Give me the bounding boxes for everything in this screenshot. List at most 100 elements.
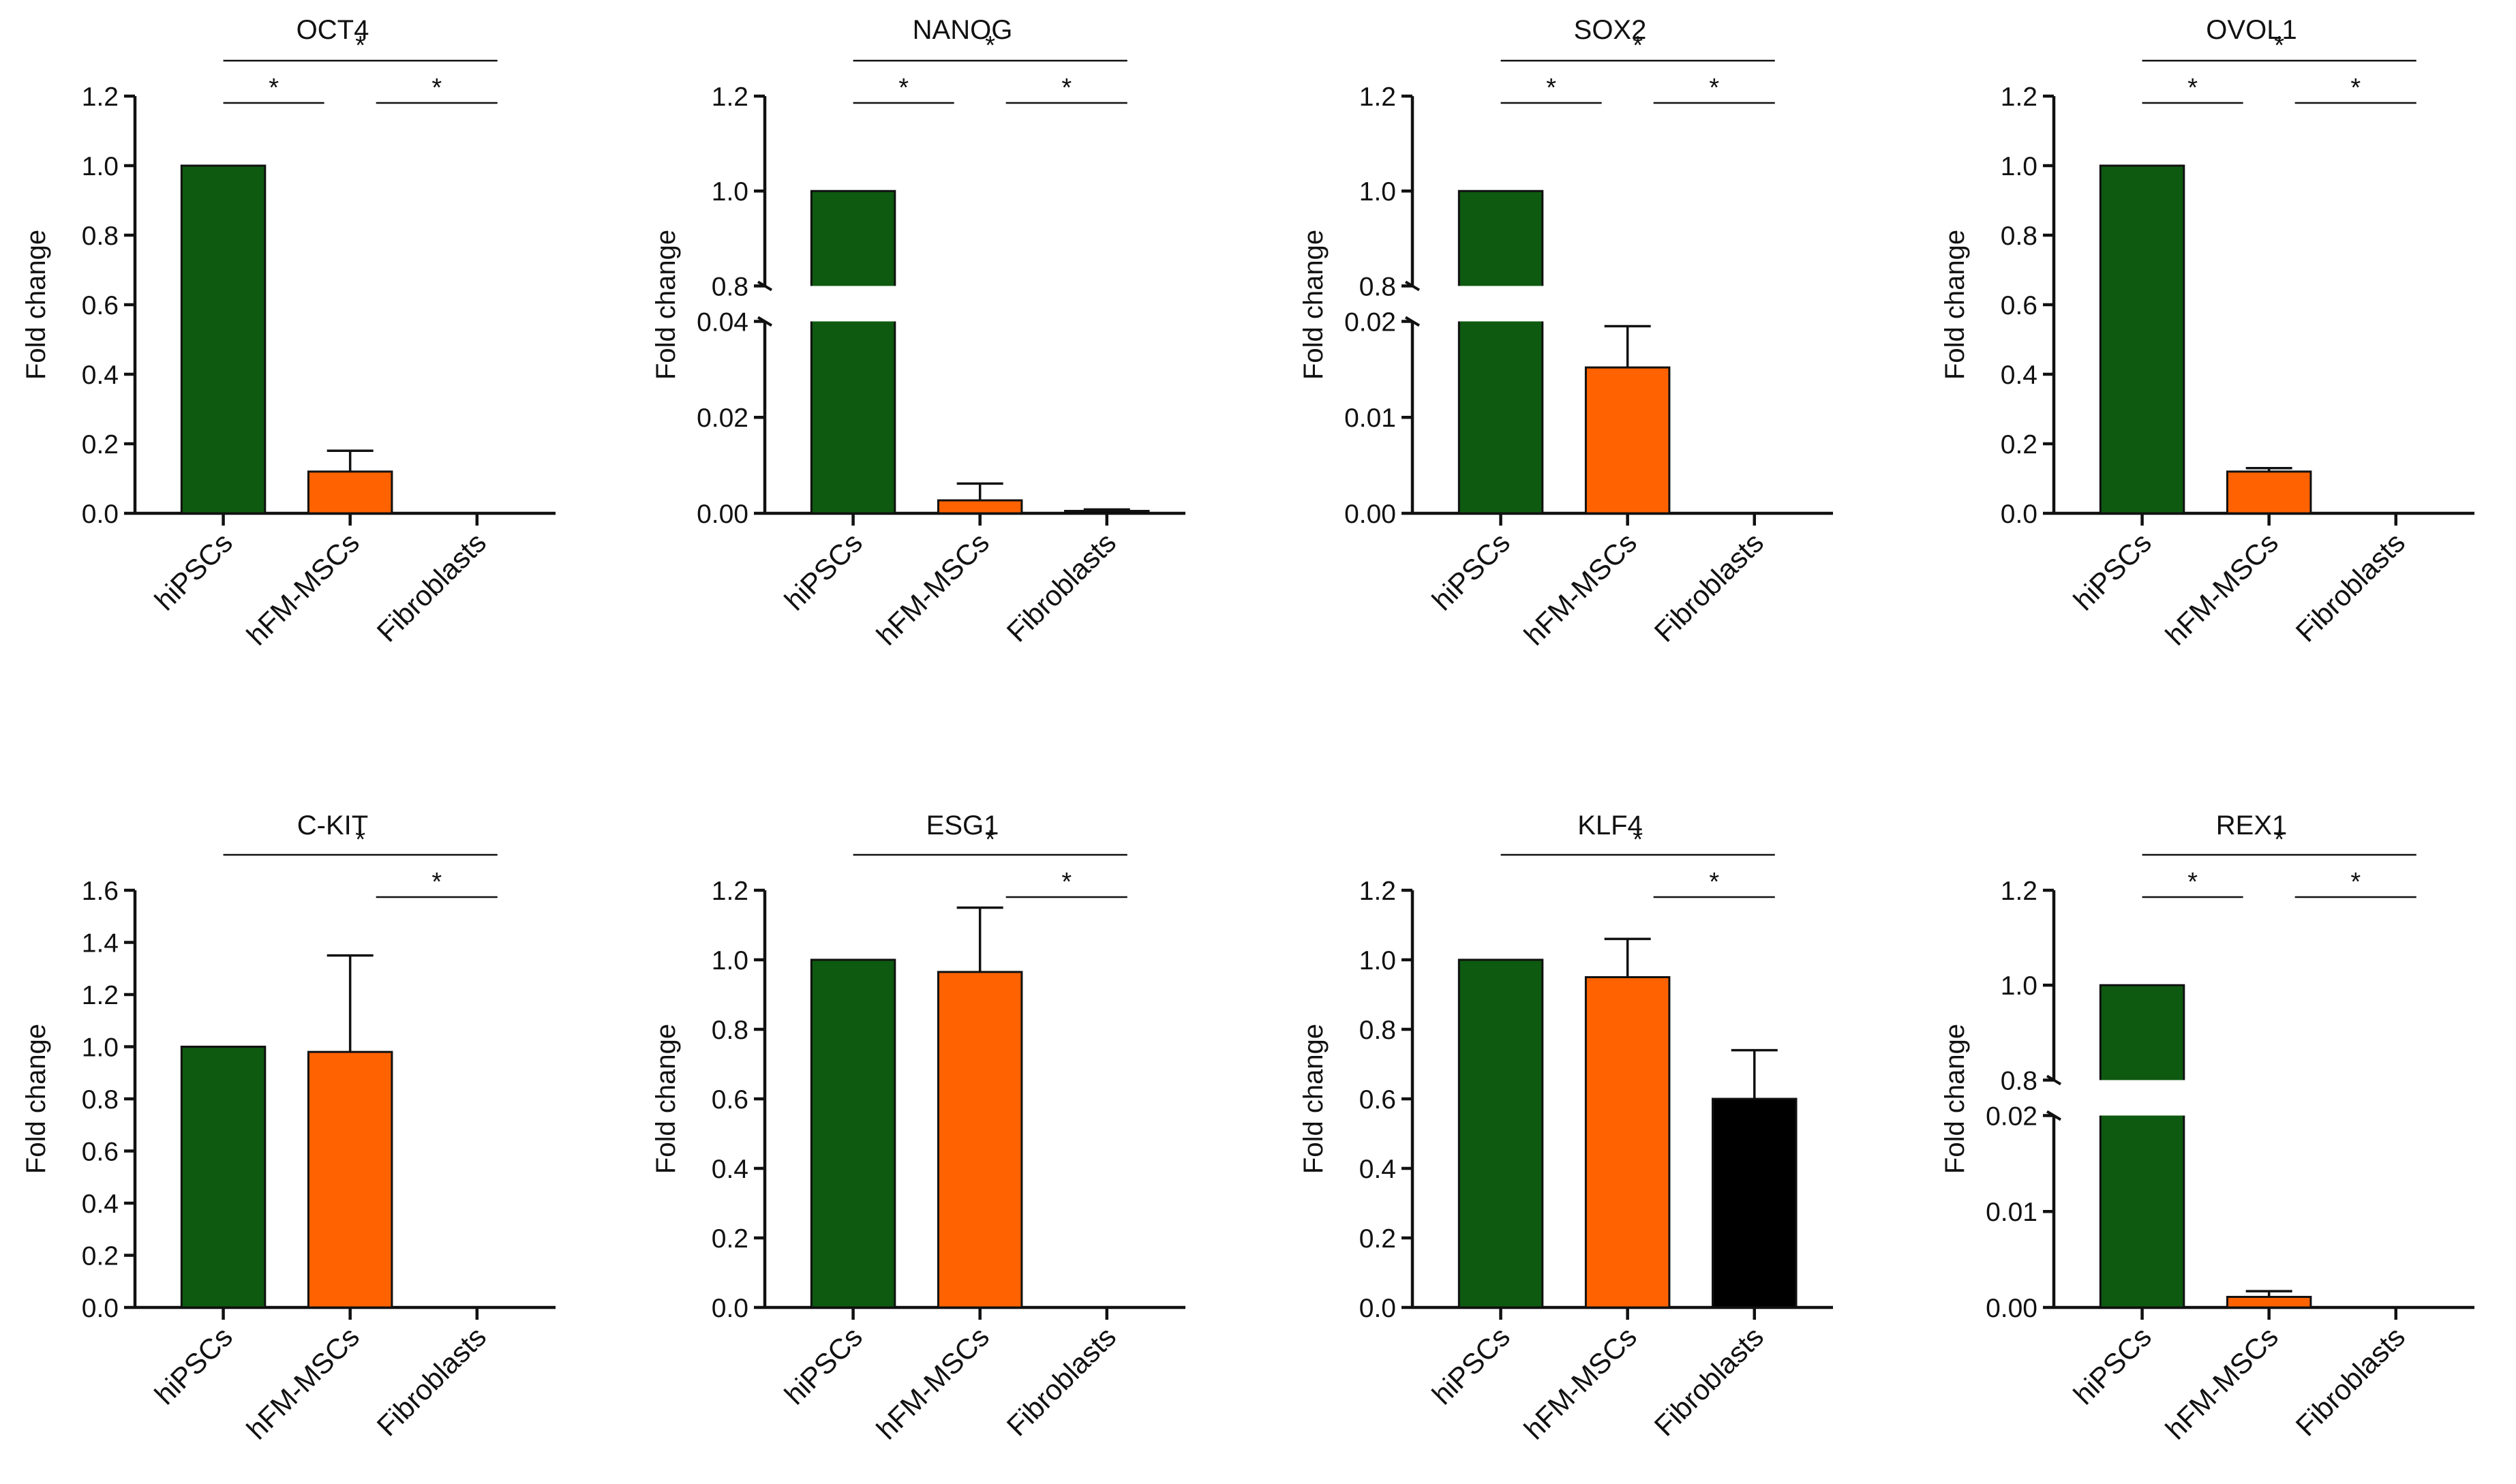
bar-break-gap (807, 286, 899, 322)
y-tick-label: 0.0 (1359, 1294, 1396, 1323)
y-tick-label: 1.2 (1359, 877, 1396, 906)
x-tick-label: hFM-MSCs (1518, 526, 1643, 651)
significance-star: * (2274, 826, 2284, 854)
x-tick-label: hiPSCs (1426, 526, 1516, 616)
y-tick-label: 0.00 (697, 500, 748, 529)
y-tick-label: 0.0 (2001, 500, 2037, 529)
significance-star: * (1709, 868, 1719, 896)
y-tick-label: 0.0 (82, 500, 119, 529)
y-tick-label: 1.2 (1359, 82, 1396, 112)
chart-title: SOX2 (1574, 15, 1647, 45)
x-tick-label: hFM-MSCs (241, 526, 365, 651)
y-tick-label: 1.2 (82, 981, 119, 1010)
bar (2226, 470, 2312, 515)
y-tick-label: 0.02 (1986, 1102, 2037, 1131)
y-tick-label: 0.02 (1344, 307, 1396, 337)
y-tick-label: 1.4 (82, 929, 119, 958)
bar (180, 1046, 267, 1309)
y-axis-label: Fold change (1940, 230, 1970, 380)
significance-star: * (1709, 74, 1719, 102)
bar-break-gap (1455, 286, 1547, 322)
bar (1457, 958, 1544, 1309)
bar (810, 190, 896, 515)
y-tick-label: 0.0 (82, 1294, 119, 1323)
chart-title: C-KIT (297, 811, 368, 841)
y-axis-label: Fold change (1299, 230, 1329, 380)
y-tick-label: 0.2 (2001, 430, 2037, 459)
y-tick-label: 0.6 (82, 1138, 119, 1167)
significance-star: * (2187, 74, 2198, 102)
bar (307, 470, 393, 515)
y-tick-label: 0.0 (712, 1294, 748, 1323)
y-tick-label: 0.6 (1359, 1085, 1396, 1115)
x-tick-label: hFM-MSCs (2159, 1320, 2284, 1445)
y-tick-label: 1.6 (82, 877, 119, 906)
y-tick-label: 0.01 (1344, 404, 1396, 433)
chart-panel: 0.0 0.2 0.4 0.6 0.8 1.0 1.2 1.4 1.6 hiPSCs hFM-MSC… (21, 811, 556, 1446)
significance-star: * (2350, 868, 2361, 896)
bar-break-gap (2096, 1080, 2188, 1116)
x-tick-label: hiPSCs (2067, 526, 2157, 616)
chart-title: REX1 (2216, 811, 2288, 841)
significance-star: * (1061, 74, 1072, 102)
y-tick-label: 0.04 (697, 307, 748, 337)
y-tick-label: 1.2 (2001, 877, 2037, 906)
x-tick-label: hiPSCs (149, 526, 239, 616)
chart-panel: 0.00 0.02 0.04 0.8 1.0 1.2 hiPSCs hFM-MSCs Fibro… (651, 15, 1185, 652)
chart-title: NANOG (913, 15, 1013, 45)
y-tick-label: 0.4 (1359, 1155, 1396, 1184)
significance-star: * (2350, 74, 2361, 102)
bar (307, 1050, 393, 1309)
y-tick-label: 0.8 (2001, 222, 2037, 251)
chart-title: OCT4 (297, 15, 369, 45)
x-tick-label: hiPSCs (2067, 1320, 2157, 1410)
y-tick-label: 0.8 (2001, 1066, 2037, 1095)
significance-star: * (898, 74, 909, 102)
bar (2099, 164, 2185, 515)
chart-title: OVOL1 (2206, 15, 2297, 45)
x-tick-label: Fibroblasts (1648, 1320, 1770, 1442)
y-axis-label: Fold change (21, 230, 51, 380)
y-tick-label: 0.6 (2001, 291, 2037, 320)
y-tick-label: 1.0 (2001, 152, 2037, 181)
y-tick-label: 0.8 (82, 222, 119, 251)
y-tick-label: 0.8 (82, 1085, 119, 1115)
significance-star: * (985, 826, 995, 854)
y-tick-label: 0.00 (1986, 1294, 2037, 1323)
x-tick-label: hiPSCs (1426, 1320, 1516, 1410)
y-tick-label: 0.4 (712, 1155, 748, 1184)
bar (1064, 509, 1150, 515)
x-tick-label: hFM-MSCs (870, 526, 995, 651)
y-tick-label: 0.6 (82, 291, 119, 320)
bar (1584, 976, 1671, 1309)
x-tick-label: Fibroblasts (1001, 1320, 1122, 1442)
bar (1584, 366, 1671, 515)
y-tick-label: 0.2 (82, 430, 119, 459)
x-tick-label: hFM-MSCs (2159, 526, 2284, 651)
y-tick-label: 1.2 (2001, 82, 2037, 112)
x-tick-label: Fibroblasts (1001, 526, 1122, 648)
y-tick-label: 1.0 (2001, 971, 2037, 1001)
bar (810, 958, 896, 1309)
y-tick-label: 1.2 (712, 82, 748, 112)
y-tick-label: 0.6 (712, 1085, 748, 1115)
chart-panel: 0.0 0.2 0.4 0.6 0.8 1.0 1.2 hiPSCs hFM-MSCs Fibro… (651, 811, 1185, 1446)
y-tick-label: 0.02 (697, 404, 748, 433)
chart-panel: 0.0 0.2 0.4 0.6 0.8 1.0 1.2 hiPSCs hFM-MSCs Fibro… (21, 15, 556, 652)
y-tick-label: 0.2 (712, 1224, 748, 1254)
bar (1712, 1097, 1798, 1309)
significance-star: * (1061, 868, 1072, 896)
significance-star: * (269, 74, 279, 102)
significance-star: * (355, 31, 365, 60)
y-axis-label: Fold change (651, 230, 681, 380)
y-tick-label: 1.2 (712, 877, 748, 906)
chart-panel: 0.00 0.01 0.02 0.8 1.0 1.2 hiPSCs hFM-MSCs Fibro… (1299, 15, 1833, 652)
y-tick-label: 0.4 (82, 1190, 119, 1219)
y-axis-label: Fold change (651, 1024, 681, 1174)
bar (180, 164, 267, 515)
y-tick-label: 0.8 (712, 272, 748, 301)
y-tick-label: 0.8 (712, 1016, 748, 1045)
significance-star: * (1633, 31, 1643, 60)
y-tick-label: 0.00 (1344, 500, 1396, 529)
